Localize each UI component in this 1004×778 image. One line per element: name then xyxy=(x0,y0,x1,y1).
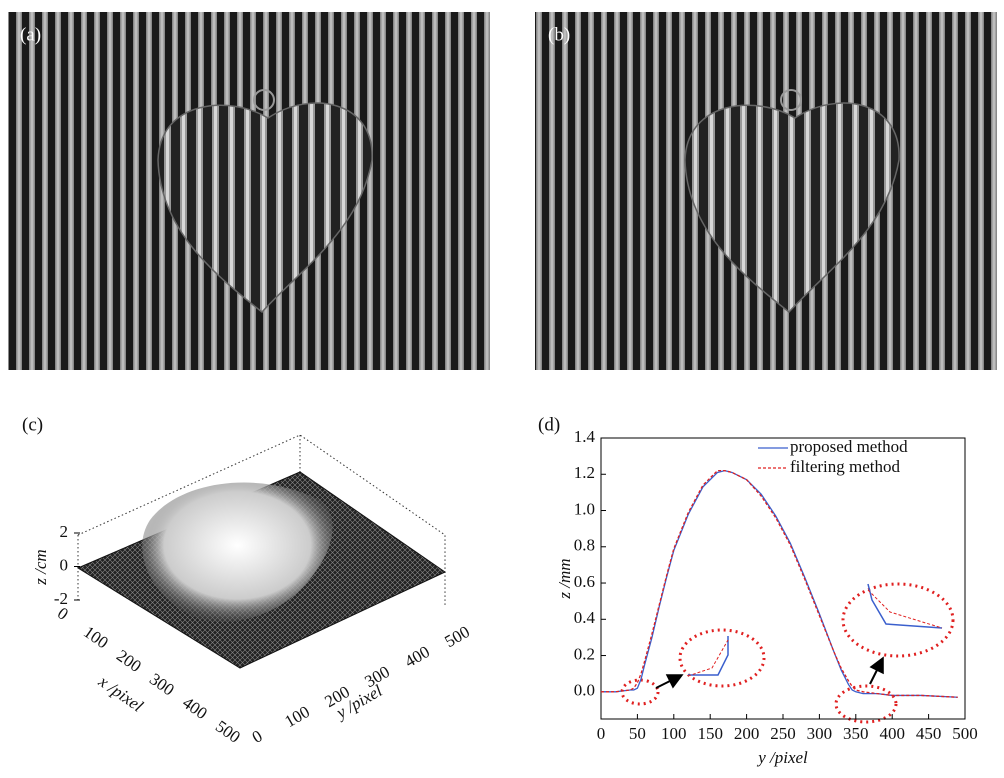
legend-label: filtering method xyxy=(790,457,901,476)
fringe-image-a xyxy=(8,12,490,370)
x-tick-label: 500 xyxy=(952,724,978,743)
x-tick-label: 200 xyxy=(113,646,145,676)
y-axis-label: z /mm xyxy=(555,558,574,599)
z-tick-label: 2 xyxy=(60,522,69,541)
y-tick-label: 1.4 xyxy=(574,427,596,446)
line-series xyxy=(601,469,958,698)
x-tick-label: 300 xyxy=(807,724,833,743)
x-axis-label: y /pixel xyxy=(756,748,808,767)
x-tick-label: 400 xyxy=(879,724,905,743)
y-tick-label: 1.2 xyxy=(574,463,595,482)
y-tick-label: 400 xyxy=(401,642,433,671)
panel-label: (b) xyxy=(548,24,570,45)
y-tick-label: 0 xyxy=(249,726,266,747)
x-tick-label: 350 xyxy=(843,724,869,743)
y-tick-label: 0.4 xyxy=(574,608,596,627)
z-tick-label: 0 xyxy=(60,555,69,574)
x-tick-label: 50 xyxy=(629,724,646,743)
surface xyxy=(76,471,447,669)
x-axis-label: x /pixel xyxy=(94,671,147,716)
y-tick-label: 0.0 xyxy=(574,681,595,700)
x-tick-label: 300 xyxy=(146,669,178,699)
y-tick-label: 0.2 xyxy=(574,644,595,663)
x-tick-label: 400 xyxy=(179,693,211,723)
panel-label: (c) xyxy=(22,414,43,435)
panel-label: (d) xyxy=(538,414,560,435)
x-tick-label: 100 xyxy=(80,622,112,652)
panel-label: (a) xyxy=(20,24,41,45)
x-tick-label: 100 xyxy=(661,724,687,743)
z-axis-label: z /cm xyxy=(31,549,50,585)
x-tick-label: 500 xyxy=(212,717,244,747)
y-tick-label: 0.6 xyxy=(574,572,595,591)
y-tick-label: 100 xyxy=(281,702,313,731)
y-tick-label: 500 xyxy=(441,622,473,651)
x-tick-label: 0 xyxy=(597,724,606,743)
fringe-image-b xyxy=(535,12,997,370)
y-tick-label: 0.8 xyxy=(574,536,595,555)
x-tick-label: 200 xyxy=(734,724,760,743)
x-tick-label: 450 xyxy=(916,724,942,743)
legend-label: proposed method xyxy=(790,437,908,456)
plot-frame xyxy=(600,437,966,720)
x-tick-label: 150 xyxy=(697,724,723,743)
x-tick-label: 250 xyxy=(770,724,796,743)
z-tick-label: -2 xyxy=(54,589,68,608)
y-tick-label: 1.0 xyxy=(574,499,595,518)
zoom-annotations xyxy=(620,582,955,724)
